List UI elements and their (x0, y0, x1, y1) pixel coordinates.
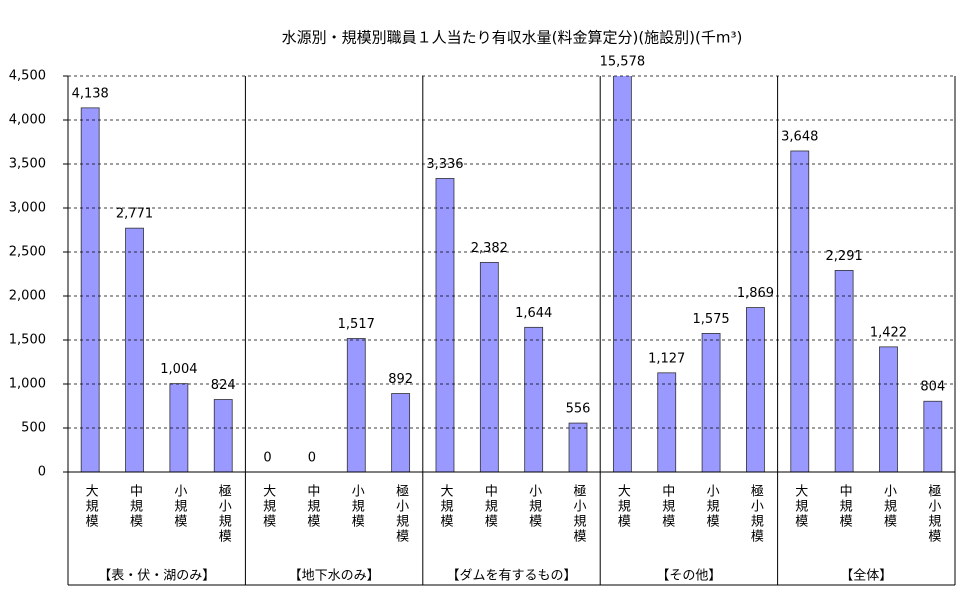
y-tick-label: 1,500 (9, 333, 46, 348)
x-tick-label: 小規模 (171, 484, 187, 529)
chart-title: 水源別・規模別職員１人当たり有収水量(料金算定分)(施設別)(千m³) (282, 29, 743, 47)
x-tick-label: 中規模 (837, 484, 853, 529)
x-tick-label: 中規模 (482, 484, 498, 529)
bar (746, 307, 765, 473)
bar (125, 227, 144, 473)
bar (391, 393, 411, 473)
y-tick-label: 3,000 (9, 201, 46, 216)
y-tick-label: 2,000 (9, 289, 46, 304)
bar (834, 269, 854, 473)
x-tick-label: 中規模 (127, 484, 143, 529)
bar (524, 326, 544, 473)
x-tick-label: 中規模 (304, 484, 320, 529)
value-label: 2,382 (471, 241, 508, 256)
bar (568, 422, 588, 473)
value-label: 804 (920, 380, 945, 395)
bar (701, 332, 721, 473)
group-label: 【地下水のみ】 (289, 569, 380, 584)
value-label: 1,869 (737, 286, 774, 301)
x-tick-label: 小規模 (881, 484, 897, 529)
bar (657, 372, 677, 473)
x-tick-label: 中規模 (659, 484, 675, 529)
y-tick-label: 4,500 (9, 69, 46, 84)
y-tick-label: 2,500 (9, 245, 46, 260)
value-label: 2,771 (116, 207, 153, 222)
value-label: 824 (211, 378, 236, 393)
bar (923, 400, 943, 473)
x-tick-label: 極小規模 (393, 483, 409, 544)
y-tick-label: 0 (38, 465, 46, 480)
value-label: 556 (566, 402, 591, 417)
value-label: 1,575 (692, 312, 729, 327)
value-label: 892 (388, 372, 413, 387)
plot-area (80, 76, 943, 473)
value-label: 0 (263, 451, 271, 466)
y-tick-label: 3,500 (9, 157, 46, 172)
x-tick-label: 極小規模 (216, 483, 232, 544)
x-tick-label: 大規模 (792, 484, 808, 529)
value-label: 3,648 (781, 129, 818, 144)
value-label: 15,578 (600, 55, 646, 70)
y-tick-label: 4,000 (9, 113, 46, 128)
group-label: 【その他】 (656, 569, 721, 584)
value-label: 1,422 (870, 325, 907, 340)
x-tick-label: 極小規模 (571, 483, 587, 544)
group-label: 【表・伏・湖のみ】 (98, 569, 215, 584)
x-tick-label: 極小規模 (748, 483, 764, 544)
x-tick-label: 大規模 (83, 484, 99, 529)
bar (80, 107, 100, 473)
value-label: 2,291 (826, 249, 863, 264)
y-tick-label: 500 (21, 421, 46, 436)
x-tick-label: 極小規模 (925, 483, 941, 544)
value-label: 0 (308, 451, 316, 466)
group-label: 【ダムを有するもの】 (446, 569, 576, 584)
x-tick-label: 小規模 (349, 484, 365, 529)
bar (790, 150, 810, 473)
bar (879, 346, 898, 473)
bar (213, 399, 233, 473)
bar (479, 261, 499, 473)
value-label: 1,004 (160, 362, 197, 377)
group-label: 【全体】 (840, 568, 892, 584)
x-tick-label: 大規模 (615, 484, 631, 529)
value-label: 1,644 (515, 306, 552, 321)
value-label: 1,127 (648, 351, 685, 366)
x-tick-label: 小規模 (526, 484, 542, 529)
bar (612, 76, 632, 473)
bar (346, 338, 366, 473)
x-tick-label: 大規模 (437, 484, 453, 529)
x-tick-label: 小規模 (704, 484, 720, 529)
value-label: 1,517 (338, 317, 375, 332)
value-label: 4,138 (72, 86, 109, 101)
x-tick-label: 大規模 (260, 484, 276, 529)
value-label: 3,336 (426, 157, 463, 172)
y-tick-label: 1,000 (9, 377, 46, 392)
bar (435, 178, 455, 473)
